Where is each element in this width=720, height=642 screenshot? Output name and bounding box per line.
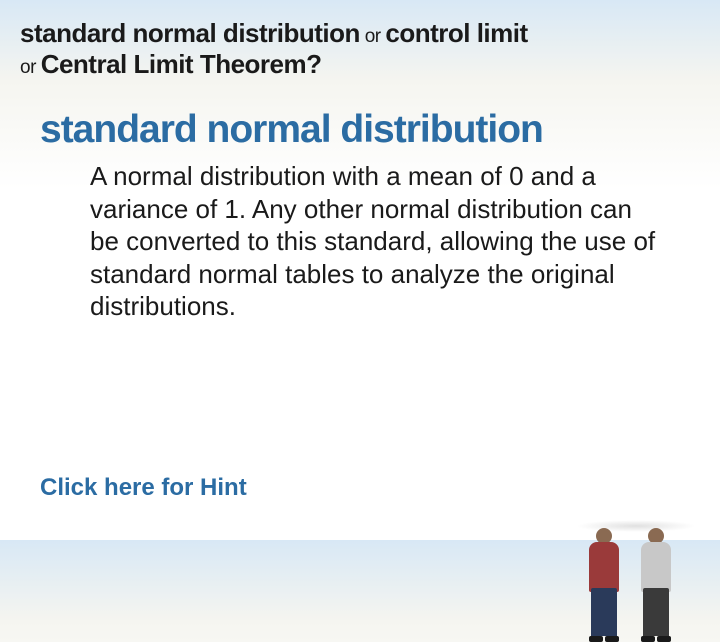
option-1: standard normal distribution xyxy=(20,18,360,48)
term-definition: A normal distribution with a mean of 0 a… xyxy=(90,160,660,323)
people-illustration xyxy=(584,398,694,528)
option-2: control limit xyxy=(385,18,527,48)
hint-button[interactable]: Click here for Hint xyxy=(40,474,247,502)
option-3: Central Limit Theorem? xyxy=(41,49,322,79)
or-separator-2: or xyxy=(20,57,41,78)
question-line-1: standard normal distribution or control … xyxy=(20,18,700,49)
shadow-icon xyxy=(576,520,696,532)
question-line-2: or Central Limit Theorem? xyxy=(20,49,700,80)
question-header: standard normal distribution or control … xyxy=(0,0,720,80)
term-title: standard normal distribution xyxy=(40,108,720,152)
or-separator-1: or xyxy=(360,26,385,47)
